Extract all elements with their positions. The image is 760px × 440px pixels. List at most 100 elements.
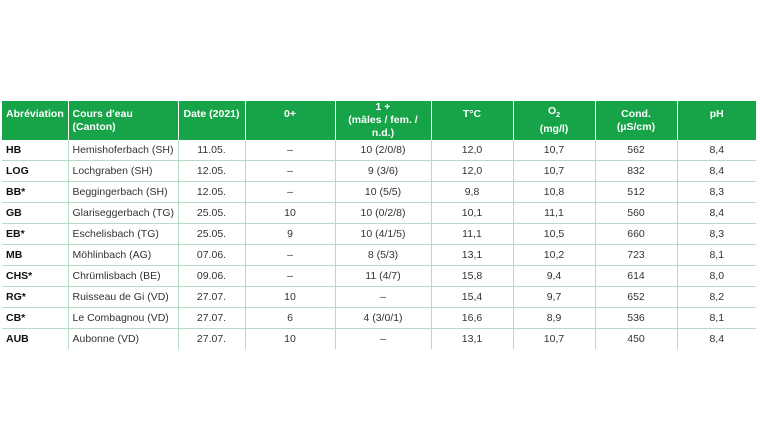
cell-zero-plus: – (245, 265, 336, 287)
header-oxygen: O2 (mg/l) (513, 101, 596, 140)
header-date: Date (2021) (178, 101, 246, 140)
cell-conductivity: 512 (595, 181, 678, 203)
table-row: EB* Eschelisbach (TG) 25.05. 9 10 (4/1/5… (2, 223, 756, 245)
cell-zero-plus: 9 (245, 223, 336, 245)
cell-abbreviation: EB* (2, 223, 69, 245)
cell-abbreviation: CB* (2, 307, 69, 329)
header-zero-plus: 0+ (245, 101, 336, 140)
table-body: HB Hemishoferbach (SH) 11.05. – 10 (2/0/… (2, 140, 756, 349)
cell-abbreviation: CHS* (2, 265, 69, 287)
header-one-plus: 1 + (mâles / fem. / n.d.) (335, 101, 432, 140)
cell-river: Chrümlisbach (BE) (68, 265, 179, 287)
table-row: LOG Lochgraben (SH) 12.05. – 9 (3/6) 12,… (2, 160, 756, 182)
cell-zero-plus: – (245, 140, 336, 161)
cell-one-plus: 10 (2/0/8) (335, 140, 432, 161)
cell-temperature: 15,4 (431, 286, 514, 308)
cell-temperature: 13,1 (431, 328, 514, 349)
cell-abbreviation: LOG (2, 160, 69, 182)
header-temperature: T°C (431, 101, 514, 140)
cell-zero-plus: – (245, 181, 336, 203)
cell-one-plus: 11 (4/7) (335, 265, 432, 287)
header-conductivity: Cond. (µS/cm) (595, 101, 678, 140)
cell-abbreviation: AUB (2, 328, 69, 349)
cell-river: Le Combagnou (VD) (68, 307, 179, 329)
cell-one-plus: – (335, 286, 432, 308)
cell-zero-plus: – (245, 244, 336, 266)
cell-date: 12.05. (178, 181, 246, 203)
water-data-table: Abréviation Cours d'eau (Canton) Date (20… (2, 101, 756, 349)
cell-abbreviation: BB* (2, 181, 69, 203)
cell-temperature: 12,0 (431, 140, 514, 161)
cell-river: Lochgraben (SH) (68, 160, 179, 182)
cell-river: Glariseggerbach (TG) (68, 202, 179, 224)
cell-zero-plus: 10 (245, 328, 336, 349)
cell-ph: 8,0 (677, 265, 756, 287)
table-row: AUB Aubonne (VD) 27.07. 10 – 13,1 10,7 4… (2, 328, 756, 349)
cell-date: 07.06. (178, 244, 246, 266)
cell-date: 27.07. (178, 286, 246, 308)
cell-zero-plus: 10 (245, 286, 336, 308)
cell-ph: 8,2 (677, 286, 756, 308)
cell-conductivity: 450 (595, 328, 678, 349)
cell-river: Möhlinbach (AG) (68, 244, 179, 266)
cell-conductivity: 562 (595, 140, 678, 161)
table-row: RG* Ruisseau de Gi (VD) 27.07. 10 – 15,4… (2, 286, 756, 308)
table-row: CB* Le Combagnou (VD) 27.07. 6 4 (3/0/1)… (2, 307, 756, 329)
cell-oxygen: 10,2 (513, 244, 596, 266)
cell-ph: 8,4 (677, 202, 756, 224)
cell-conductivity: 536 (595, 307, 678, 329)
cell-temperature: 10,1 (431, 202, 514, 224)
table-row: HB Hemishoferbach (SH) 11.05. – 10 (2/0/… (2, 140, 756, 161)
cell-oxygen: 8,9 (513, 307, 596, 329)
cell-zero-plus: – (245, 160, 336, 182)
cell-oxygen: 10,7 (513, 140, 596, 161)
cell-river: Eschelisbach (TG) (68, 223, 179, 245)
cell-one-plus: 8 (5/3) (335, 244, 432, 266)
cell-date: 09.06. (178, 265, 246, 287)
cell-one-plus: – (335, 328, 432, 349)
table-row: BB* Beggingerbach (SH) 12.05. – 10 (5/5)… (2, 181, 756, 203)
header-row: Abréviation Cours d'eau (Canton) Date (20… (2, 101, 756, 140)
cell-oxygen: 10,7 (513, 328, 596, 349)
cell-ph: 8,3 (677, 223, 756, 245)
cell-river: Ruisseau de Gi (VD) (68, 286, 179, 308)
cell-ph: 8,4 (709, 333, 725, 345)
cell-oxygen: 9,4 (513, 265, 596, 287)
cell-date: 11.05. (178, 140, 246, 161)
cell-zero-plus: 10 (245, 202, 336, 224)
cell-conductivity: 652 (595, 286, 678, 308)
header-abbreviation: Abréviation (2, 101, 69, 140)
cell-temperature: 15,8 (431, 265, 514, 287)
cell-abbreviation: HB (2, 140, 69, 161)
cell-date: 12.05. (178, 160, 246, 182)
cell-temperature: 9,8 (431, 181, 514, 203)
cell-oxygen: 11,1 (513, 202, 596, 224)
cell-conductivity: 832 (595, 160, 678, 182)
cell-abbreviation: RG* (2, 286, 69, 308)
cell-ph: 8,3 (677, 181, 756, 203)
cell-oxygen: 10,8 (513, 181, 596, 203)
cell-one-plus: 10 (4/1/5) (335, 223, 432, 245)
table-header: Abréviation Cours d'eau (Canton) Date (20… (2, 101, 756, 140)
cell-date: 27.07. (178, 328, 246, 349)
cell-ph: 8,4 (677, 160, 756, 182)
cell-river: Hemishoferbach (SH) (68, 140, 179, 161)
table-row: MB Möhlinbach (AG) 07.06. – 8 (5/3) 13,1… (2, 244, 756, 266)
cell-date: 25.05. (178, 202, 246, 224)
cell-ph: 8,1 (677, 244, 756, 266)
cell-oxygen: 10,7 (513, 160, 596, 182)
cell-one-plus: 9 (3/6) (335, 160, 432, 182)
cell-abbreviation: GB (2, 202, 69, 224)
cell-conductivity: 560 (595, 202, 678, 224)
cell-abbreviation: MB (2, 244, 69, 266)
table-row: CHS* Chrümlisbach (BE) 09.06. – 11 (4/7)… (2, 265, 756, 287)
cell-temperature: 12,0 (431, 160, 514, 182)
cell-one-plus: 10 (0/2/8) (335, 202, 432, 224)
cell-ph: 8,4 (677, 140, 756, 161)
cell-date: 27.07. (178, 307, 246, 329)
cell-ph: 8,1 (677, 307, 756, 329)
cell-one-plus: 10 (5/5) (335, 181, 432, 203)
cell-conductivity: 614 (595, 265, 678, 287)
cell-temperature: 16,6 (431, 307, 514, 329)
cell-temperature: 11,1 (431, 223, 514, 245)
